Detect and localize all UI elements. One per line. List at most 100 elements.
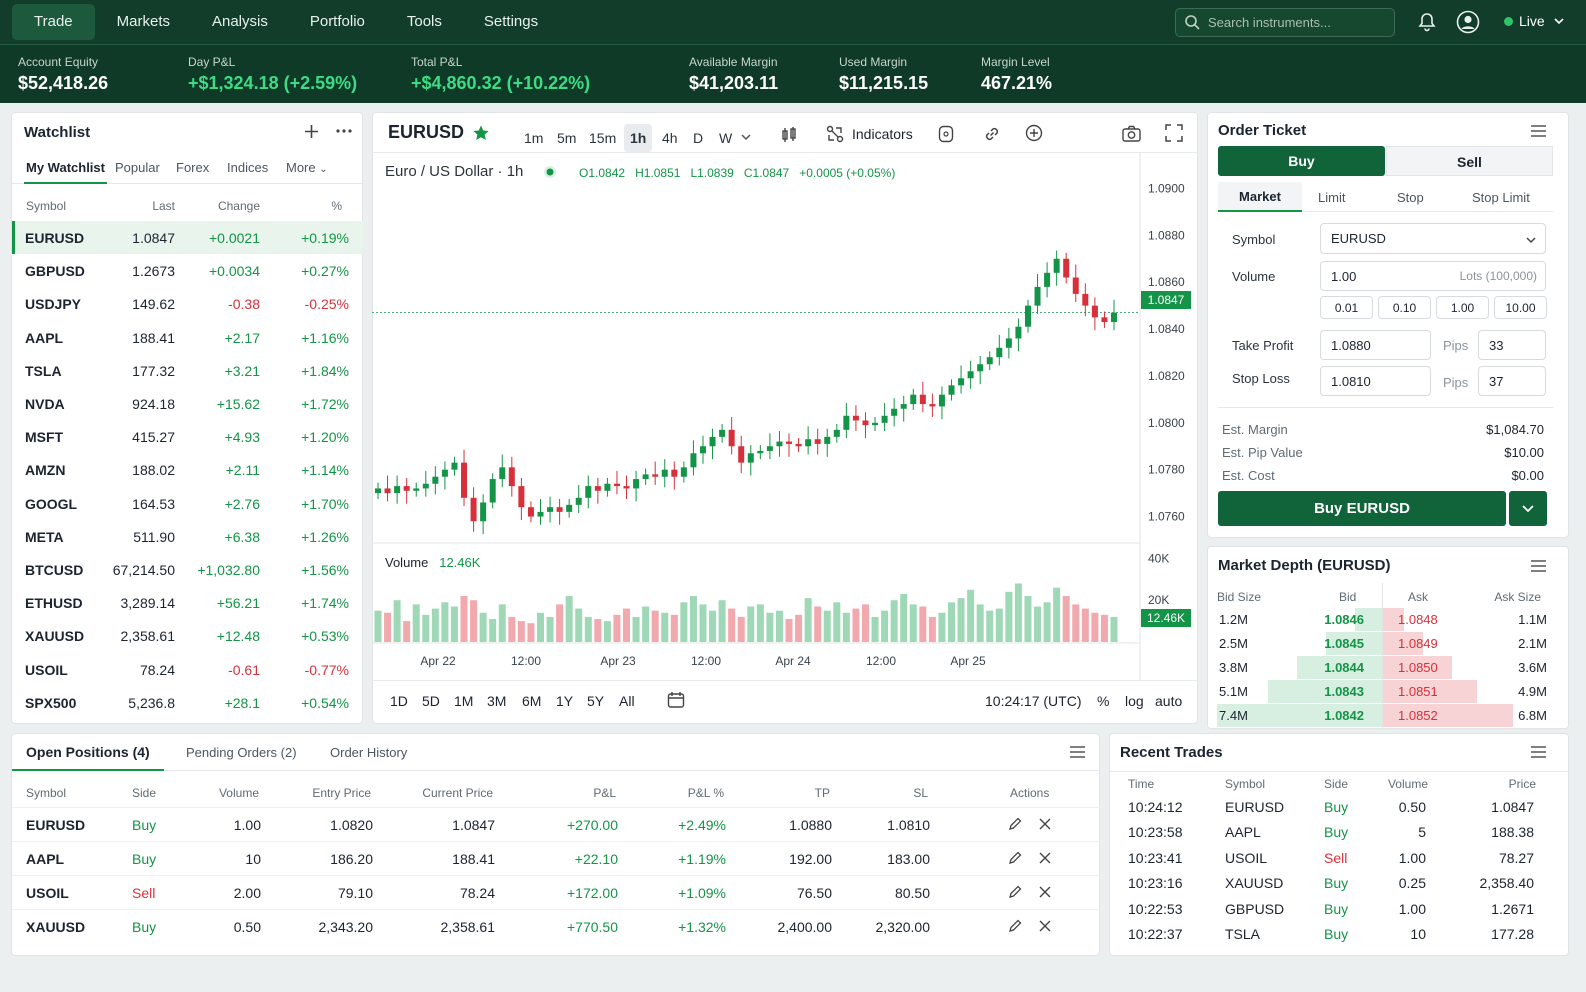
tab-my-watchlist[interactable]: My Watchlist bbox=[24, 160, 107, 184]
watchlist-row[interactable]: META 511.90 +6.38 +1.26% bbox=[12, 520, 363, 553]
range-all[interactable]: All bbox=[619, 693, 635, 709]
auto-toggle[interactable]: auto bbox=[1155, 693, 1183, 709]
watchlist-row[interactable]: GBPUSD 1.2673 +0.0034 +0.27% bbox=[12, 254, 363, 287]
nav-markets[interactable]: Markets bbox=[116, 13, 170, 30]
close-icon[interactable] bbox=[1039, 852, 1051, 864]
sell-tab[interactable]: Sell bbox=[1386, 146, 1553, 176]
nav-portfolio[interactable]: Portfolio bbox=[309, 13, 365, 30]
submit-options-button[interactable] bbox=[1509, 491, 1547, 526]
percent-toggle[interactable]: % bbox=[1097, 693, 1110, 709]
sl-pips-input[interactable]: 37 bbox=[1478, 366, 1546, 396]
watchlist-row[interactable]: GOOGL 164.53 +2.76 +1.70% bbox=[12, 487, 363, 520]
watchlist-row[interactable]: BTCUSD 67,214.50 +1,032.80 +1.56% bbox=[12, 553, 363, 586]
volume-preset[interactable]: 0.10 bbox=[1378, 296, 1431, 319]
chevron-down-icon[interactable] bbox=[741, 132, 751, 142]
order-type-stop-limit[interactable]: Stop Limit bbox=[1472, 190, 1530, 205]
tab-popular[interactable]: Popular bbox=[115, 160, 160, 175]
timeframe-1h[interactable]: 1h bbox=[624, 124, 653, 152]
close-icon[interactable] bbox=[1039, 920, 1051, 932]
range-1y[interactable]: 1Y bbox=[556, 693, 574, 709]
buy-tab[interactable]: Buy bbox=[1218, 146, 1385, 176]
watchlist-row[interactable]: AAPL 188.41 +2.17 +1.16% bbox=[12, 321, 363, 354]
depth-row[interactable]: 5.1M 1.0843 1.0851 4.9M bbox=[1208, 680, 1554, 703]
add-icon[interactable] bbox=[304, 124, 319, 139]
menu-icon[interactable] bbox=[1531, 746, 1546, 758]
timeframe-4h[interactable]: 4h bbox=[662, 130, 678, 146]
range-5y[interactable]: 5Y bbox=[587, 693, 605, 709]
position-row[interactable]: EURUSD Buy 1.00 1.0820 1.0847 +270.00 +2.49% 1.… bbox=[12, 807, 1101, 841]
tp-pips-input[interactable]: 33 bbox=[1478, 330, 1546, 360]
nav-analysis[interactable]: Analysis bbox=[211, 13, 268, 30]
stop-loss-input[interactable]: 1.0810 bbox=[1320, 366, 1431, 396]
tab-indices[interactable]: Indices bbox=[227, 160, 269, 175]
nav-settings[interactable]: Settings bbox=[483, 13, 539, 30]
watchlist-row[interactable]: MSFT 415.27 +4.93 +1.20% bbox=[12, 420, 363, 453]
log-toggle[interactable]: log bbox=[1125, 693, 1144, 709]
edit-icon[interactable] bbox=[1008, 885, 1022, 899]
avatar[interactable] bbox=[1456, 10, 1480, 34]
watchlist-row[interactable]: USDJPY 149.62 -0.38 -0.25% bbox=[12, 287, 363, 320]
watchlist-row[interactable]: NVDA 924.18 +15.62 +1.72% bbox=[12, 387, 363, 420]
edit-icon[interactable] bbox=[1008, 851, 1022, 865]
position-row[interactable]: AAPL Buy 10 186.20 188.41 +22.10 +1.19% 192.00 1… bbox=[12, 841, 1101, 875]
range-3m[interactable]: 3M bbox=[487, 693, 507, 709]
menu-icon[interactable] bbox=[1070, 746, 1085, 758]
take-profit-input[interactable]: 1.0880 bbox=[1320, 330, 1431, 360]
indicators-button[interactable]: Indicators bbox=[826, 125, 913, 143]
timeframe-D[interactable]: D bbox=[693, 130, 704, 146]
tab-order-history[interactable]: Order History bbox=[330, 745, 408, 760]
alert-icon[interactable] bbox=[938, 125, 954, 143]
range-5d[interactable]: 5D bbox=[422, 693, 440, 709]
price-chart[interactable]: 1.0900 1.0880 1.0860 1.0840 1.0820 1.0800 1.07… bbox=[372, 150, 1198, 680]
tab-pending-orders[interactable]: Pending Orders (2) bbox=[186, 745, 297, 760]
edit-icon[interactable] bbox=[1008, 919, 1022, 933]
watchlist-row[interactable]: AMZN 188.02 +2.11 +1.14% bbox=[12, 453, 363, 486]
add-alert-icon[interactable] bbox=[1025, 124, 1043, 142]
depth-row[interactable]: 3.8M 1.0844 1.0850 3.6M bbox=[1208, 656, 1554, 679]
close-icon[interactable] bbox=[1039, 818, 1051, 830]
bell-icon[interactable] bbox=[1418, 12, 1436, 32]
timeframe-5m[interactable]: 5m bbox=[557, 130, 577, 146]
watchlist-row[interactable]: TSLA 177.32 +3.21 +1.84% bbox=[12, 354, 363, 387]
range-1d[interactable]: 1D bbox=[390, 693, 408, 709]
close-icon[interactable] bbox=[1039, 886, 1051, 898]
watchlist-row[interactable]: USOIL 78.24 -0.61 -0.77% bbox=[12, 653, 363, 686]
watchlist-row[interactable]: ETHUSD 3,289.14 +56.21 +1.74% bbox=[12, 586, 363, 619]
order-type-stop[interactable]: Stop bbox=[1397, 190, 1424, 205]
position-row[interactable]: USOIL Sell 2.00 79.10 78.24 +172.00 +1.09% 76.5… bbox=[12, 875, 1101, 909]
watchlist-row[interactable]: XAUUSD 2,358.61 +12.48 +0.53% bbox=[12, 619, 363, 652]
fullscreen-icon[interactable] bbox=[1165, 124, 1183, 142]
volume-input[interactable]: 1.00 Lots (100,000) bbox=[1320, 261, 1546, 291]
nav-trade[interactable]: Trade bbox=[12, 4, 95, 40]
range-6m[interactable]: 6M bbox=[522, 693, 542, 709]
link-icon[interactable] bbox=[983, 125, 1001, 143]
depth-row[interactable]: 7.4M 1.0842 1.0852 6.8M bbox=[1208, 704, 1554, 727]
tab-forex[interactable]: Forex bbox=[176, 160, 210, 175]
calendar-icon[interactable] bbox=[667, 691, 685, 709]
timeframe-1m[interactable]: 1m bbox=[524, 130, 544, 146]
depth-row[interactable]: 2.5M 1.0845 1.0849 2.1M bbox=[1208, 632, 1554, 655]
more-horizontal-icon[interactable] bbox=[336, 129, 352, 133]
order-type-limit[interactable]: Limit bbox=[1318, 190, 1346, 205]
camera-icon[interactable] bbox=[1122, 125, 1141, 142]
range-1m[interactable]: 1M bbox=[454, 693, 474, 709]
watchlist-row[interactable]: SPX500 5,236.8 +28.1 +0.54% bbox=[12, 686, 363, 719]
volume-preset[interactable]: 1.00 bbox=[1436, 296, 1489, 319]
watchlist-row[interactable]: EURUSD 1.0847 +0.0021 +0.19% bbox=[12, 221, 363, 254]
tab-more[interactable]: More ⌄ bbox=[286, 160, 328, 175]
tab-open-positions[interactable]: Open Positions (4) bbox=[12, 734, 164, 771]
menu-icon[interactable] bbox=[1531, 125, 1546, 137]
star-icon[interactable] bbox=[472, 124, 490, 142]
volume-preset[interactable]: 0.01 bbox=[1320, 296, 1373, 319]
submit-buy-button[interactable]: Buy EURUSD bbox=[1218, 491, 1506, 526]
order-type-market[interactable]: Market bbox=[1218, 182, 1302, 212]
live-status-toggle[interactable]: Live bbox=[1504, 13, 1565, 29]
position-row[interactable]: XAUUSD Buy 0.50 2,343.20 2,358.61 +770.50 +1.3… bbox=[12, 909, 1101, 943]
symbol-select[interactable]: EURUSD bbox=[1320, 223, 1546, 254]
edit-icon[interactable] bbox=[1008, 817, 1022, 831]
volume-preset[interactable]: 10.00 bbox=[1494, 296, 1547, 319]
timeframe-15m[interactable]: 15m bbox=[589, 130, 617, 146]
candles-icon[interactable] bbox=[780, 126, 798, 144]
nav-tools[interactable]: Tools bbox=[406, 13, 442, 30]
search-input[interactable]: Search instruments... bbox=[1175, 8, 1395, 37]
